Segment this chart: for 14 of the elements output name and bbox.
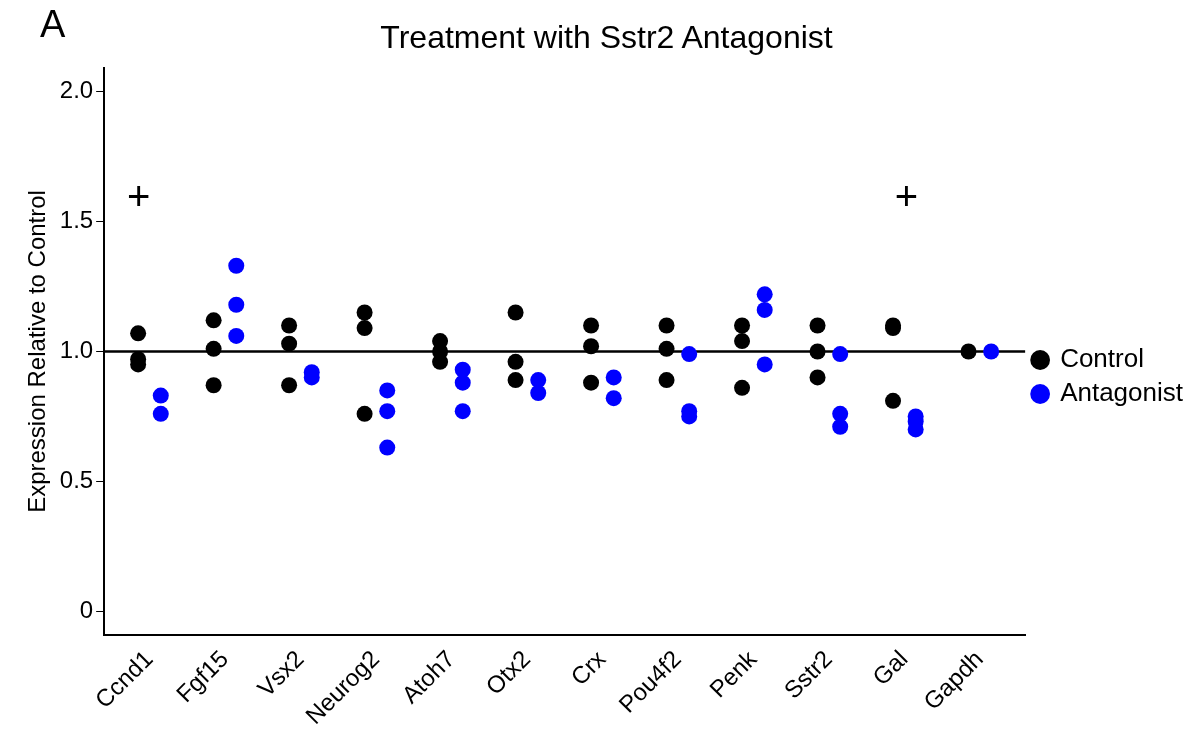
y-tick-label: 0.5: [59, 465, 94, 493]
y-tick-label: 1.5: [59, 206, 94, 234]
y-tick-label: 2.0: [59, 76, 94, 104]
x-tick-label: Crx: [565, 644, 611, 691]
x-tick-label: Gal: [867, 644, 913, 691]
y-tick-label: 1.0: [59, 336, 94, 364]
y-tick-label: 0: [79, 595, 94, 623]
y-axis-title: Expression Relative to Control: [23, 190, 51, 513]
annotation: +: [894, 173, 919, 218]
legend-label: Antagonist: [1060, 377, 1184, 408]
legend-label: Control: [1060, 343, 1144, 374]
text: A: [40, 3, 66, 46]
chart-title: Treatment with Sstr2 Antagonist: [380, 19, 833, 56]
annotation: +: [127, 173, 151, 218]
